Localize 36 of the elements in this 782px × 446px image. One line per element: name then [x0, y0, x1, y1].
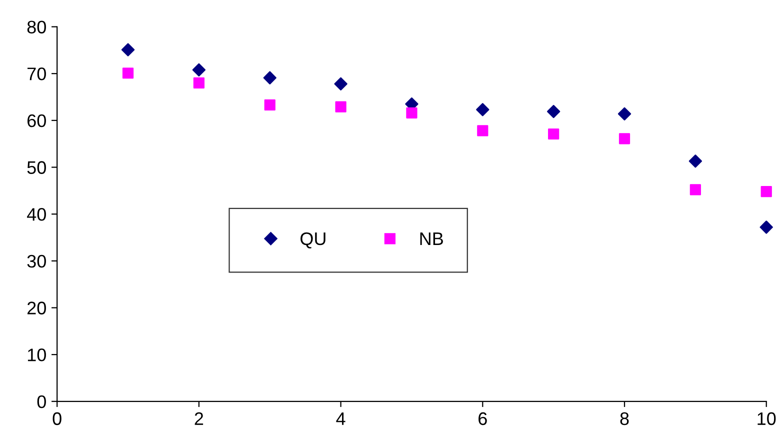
y-tick-label: 10 — [28, 348, 46, 362]
legend-label: NB — [420, 232, 443, 245]
y-tick-label: 30 — [27, 254, 46, 268]
point — [406, 107, 418, 118]
point — [688, 154, 702, 168]
point — [618, 133, 630, 144]
point — [690, 184, 701, 196]
y-tick-label: 0 — [37, 395, 46, 408]
point — [476, 103, 490, 116]
point — [263, 71, 276, 84]
y-tick-label: 20 — [27, 302, 46, 314]
point — [618, 107, 632, 120]
point — [193, 77, 204, 89]
x-tick-label: 6 — [478, 412, 487, 426]
point — [192, 63, 206, 76]
point — [760, 220, 773, 234]
y-tick-label: 40 — [27, 208, 46, 221]
x-tick-label: 10 — [758, 412, 776, 426]
point — [546, 104, 560, 118]
y-tick-label: 80 — [27, 20, 46, 34]
legend-label: QU — [300, 232, 326, 248]
point — [548, 128, 560, 140]
x-tick-label: 8 — [620, 412, 629, 426]
y-tick-label: 70 — [28, 68, 46, 80]
point — [477, 125, 488, 136]
x-tick-label: 4 — [336, 412, 346, 425]
y-tick-label: 50 — [27, 161, 46, 174]
x-tick-label: 0 — [52, 412, 62, 426]
point — [760, 186, 772, 198]
point — [334, 77, 348, 90]
point — [121, 43, 135, 56]
point — [335, 101, 346, 112]
point — [122, 68, 134, 79]
x-tick-label: 2 — [194, 412, 204, 425]
point — [264, 99, 276, 111]
y-tick-label: 60 — [28, 114, 46, 128]
